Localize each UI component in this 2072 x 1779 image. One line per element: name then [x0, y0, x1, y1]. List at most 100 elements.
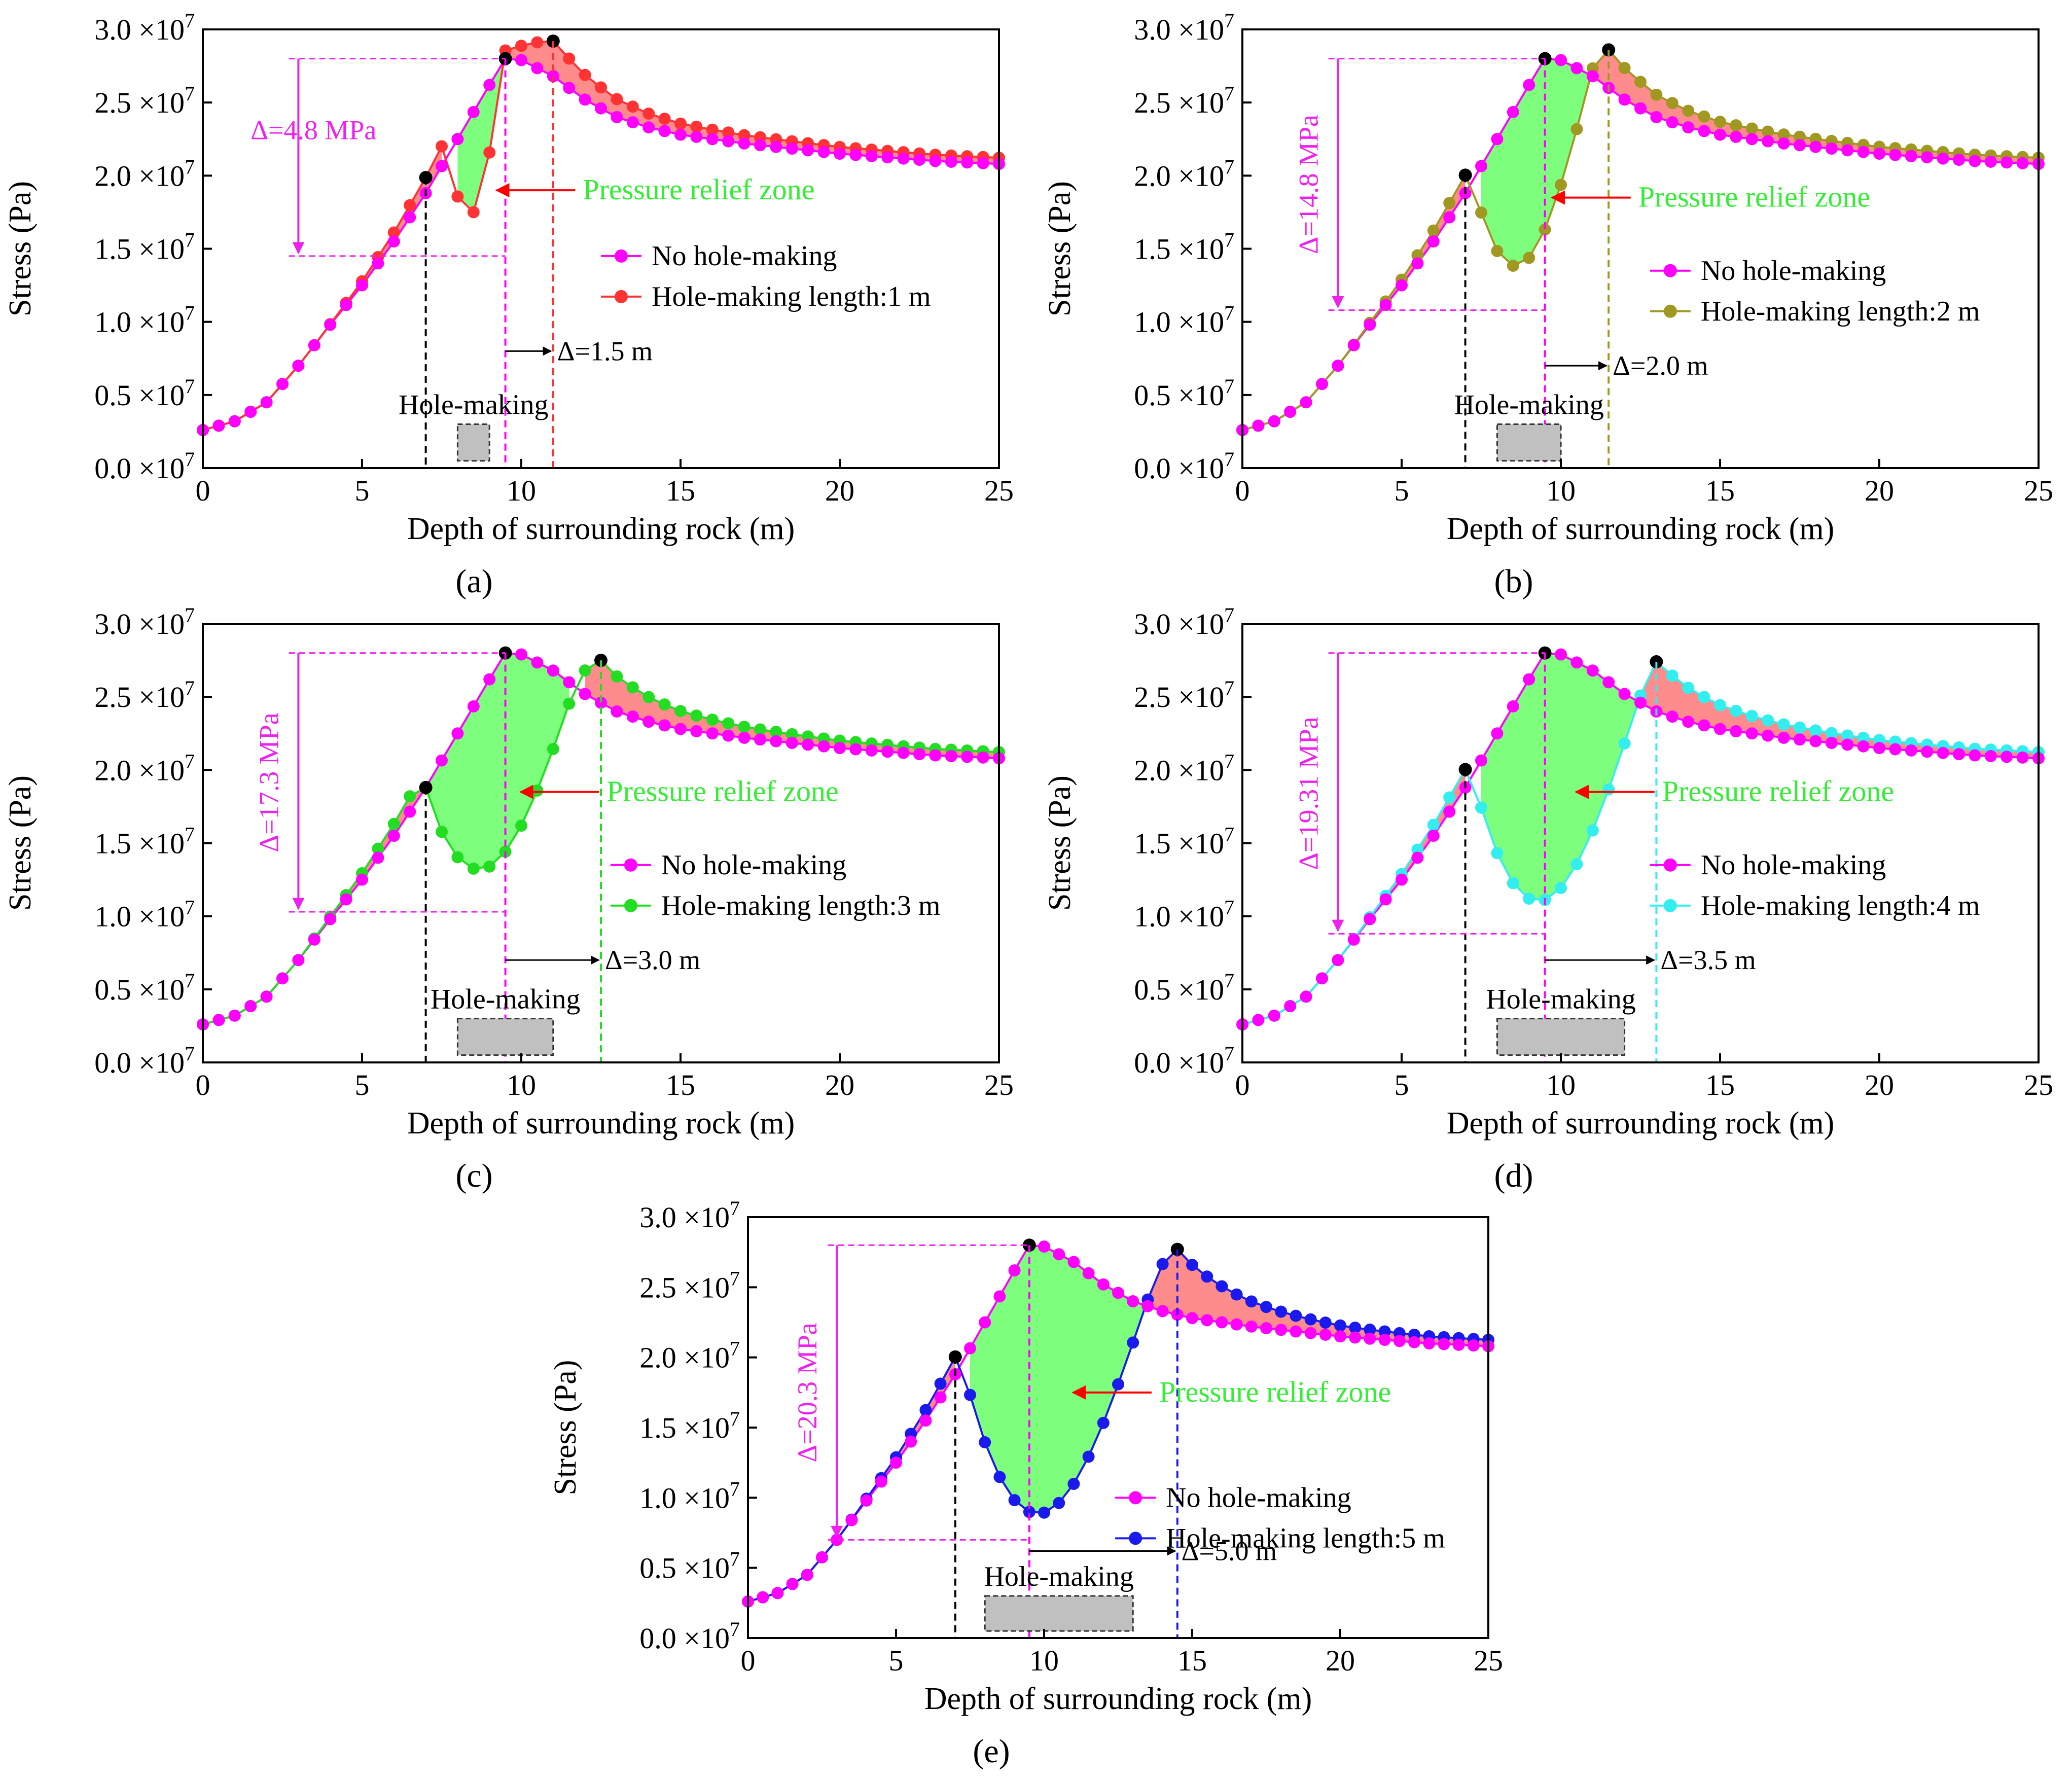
- data-point-no-hole-making: [849, 743, 862, 756]
- data-point-no-hole-making: [690, 130, 703, 143]
- y-tick-label: 0.0 ×107: [94, 448, 195, 485]
- data-point-hole-making: [1634, 76, 1647, 88]
- peak-shift-label: Δ=3.5 m: [1660, 945, 1756, 975]
- data-point-hole-making: [1127, 1336, 1139, 1349]
- x-axis-label: Depth of surrounding rock (m): [1447, 1106, 1835, 1141]
- data-point-hole-making: [1698, 110, 1710, 123]
- y-tick-label: 0.0 ×107: [1134, 448, 1234, 485]
- legend-label: Hole-making length:5 m: [1166, 1522, 1445, 1554]
- data-point-no-hole-making: [579, 93, 591, 106]
- data-point-no-hole-making: [1873, 742, 1885, 755]
- data-point-hole-making: [1745, 122, 1758, 135]
- data-point-hole-making: [934, 1377, 947, 1390]
- legend-marker: [615, 249, 628, 263]
- data-point-hole-making: [1364, 1323, 1376, 1336]
- data-point-no-hole-making: [1438, 1338, 1450, 1350]
- y-tick-label: 0.5 ×107: [94, 969, 195, 1006]
- data-point-no-hole-making: [1379, 893, 1392, 906]
- data-point-no-hole-making: [771, 1587, 784, 1599]
- data-point-hole-making: [1794, 130, 1806, 143]
- data-point-no-hole-making: [1443, 805, 1456, 818]
- data-point-no-hole-making: [1794, 139, 1806, 152]
- data-point-no-hole-making: [1097, 1278, 1110, 1291]
- x-axis-label: Depth of surrounding rock (m): [407, 1106, 795, 1141]
- data-point-no-hole-making: [372, 851, 384, 864]
- data-point-no-hole-making: [642, 716, 655, 728]
- x-tick-label: 0: [1235, 474, 1250, 507]
- data-point-no-hole-making: [1393, 1335, 1406, 1347]
- hole-making-box: [1496, 1018, 1626, 1056]
- data-point-hole-making: [626, 681, 639, 694]
- data-point-no-hole-making: [722, 135, 735, 148]
- data-point-no-hole-making: [1825, 736, 1838, 749]
- data-point-no-hole-making: [1467, 1339, 1480, 1352]
- data-point-hole-making: [1186, 1259, 1198, 1271]
- data-point-no-hole-making: [2000, 156, 2013, 169]
- data-point-no-hole-making: [1082, 1267, 1095, 1279]
- x-tick-label: 25: [2024, 1069, 2053, 1101]
- data-point-no-hole-making: [1475, 754, 1487, 767]
- data-point-hole-making: [1570, 858, 1583, 870]
- data-point-no-hole-making: [1809, 140, 1822, 153]
- data-point-hole-making: [722, 126, 735, 139]
- data-point-no-hole-making: [865, 744, 878, 757]
- data-point-hole-making: [1245, 1295, 1258, 1308]
- panel-label: (d): [1494, 1157, 1533, 1194]
- data-point-no-hole-making: [961, 156, 974, 169]
- data-point-no-hole-making: [961, 751, 974, 763]
- y-tick-label: 3.0 ×107: [1134, 9, 1234, 46]
- data-point-no-hole-making: [1762, 729, 1774, 742]
- data-point-hole-making: [626, 100, 639, 113]
- data-point-hole-making: [579, 664, 591, 677]
- data-point-hole-making: [1555, 179, 1567, 191]
- data-point-hole-making: [770, 726, 782, 738]
- data-point-no-hole-making: [897, 152, 910, 165]
- data-point-hole-making: [1475, 206, 1487, 219]
- data-point-no-hole-making: [860, 1494, 873, 1507]
- data-point-no-hole-making: [356, 279, 368, 292]
- data-point-no-hole-making: [467, 700, 480, 713]
- data-point-no-hole-making: [1332, 954, 1344, 967]
- data-point-hole-making: [1698, 691, 1710, 703]
- data-point-no-hole-making: [1586, 70, 1599, 83]
- data-point-no-hole-making: [1602, 676, 1615, 689]
- data-point-no-hole-making: [642, 121, 655, 134]
- data-point-no-hole-making: [817, 740, 830, 753]
- data-point-hole-making: [531, 36, 544, 49]
- data-point-hole-making: [1304, 1313, 1317, 1326]
- data-point-no-hole-making: [1112, 1287, 1124, 1299]
- data-point-no-hole-making: [1364, 913, 1376, 926]
- legend-label: No hole-making: [1701, 255, 1886, 287]
- data-point-no-hole-making: [1201, 1314, 1213, 1327]
- data-point-no-hole-making: [404, 805, 416, 818]
- data-point-no-hole-making: [1379, 299, 1392, 311]
- legend-marker: [624, 899, 637, 912]
- data-point-no-hole-making: [977, 157, 989, 169]
- y-tick-label: 0.5 ×107: [1134, 375, 1234, 412]
- data-point-hole-making: [1586, 824, 1599, 837]
- data-point-no-hole-making: [1873, 148, 1885, 160]
- data-point-hole-making: [451, 851, 464, 864]
- data-point-no-hole-making: [1427, 235, 1440, 248]
- data-point-hole-making: [436, 826, 448, 838]
- x-tick-label: 10: [507, 1069, 536, 1101]
- data-point-no-hole-making: [1698, 719, 1710, 732]
- data-point-no-hole-making: [212, 419, 225, 432]
- panel-label: (c): [455, 1157, 492, 1194]
- y-tick-label: 1.0 ×107: [94, 302, 195, 339]
- y-tick-label: 2.5 ×107: [94, 82, 195, 119]
- data-point-hole-making: [1730, 119, 1742, 132]
- y-axis-label: Stress (Pa): [548, 1360, 583, 1496]
- data-point-no-hole-making: [1618, 688, 1631, 700]
- stress-drop-label: Δ=4.8 MPa: [251, 115, 376, 145]
- legend-entry: Hole-making length:5 m: [1115, 1522, 1445, 1554]
- data-point-no-hole-making: [1953, 154, 1965, 166]
- data-point-no-hole-making: [436, 754, 448, 767]
- data-point-hole-making: [1682, 682, 1695, 694]
- x-tick-label: 25: [984, 1069, 1014, 1101]
- hole-making-box: [984, 1595, 1134, 1632]
- stress-drop-label: Δ=17.3 MPa: [254, 713, 284, 852]
- y-tick-label: 0.0 ×107: [639, 1618, 740, 1655]
- data-point-no-hole-making: [547, 664, 559, 677]
